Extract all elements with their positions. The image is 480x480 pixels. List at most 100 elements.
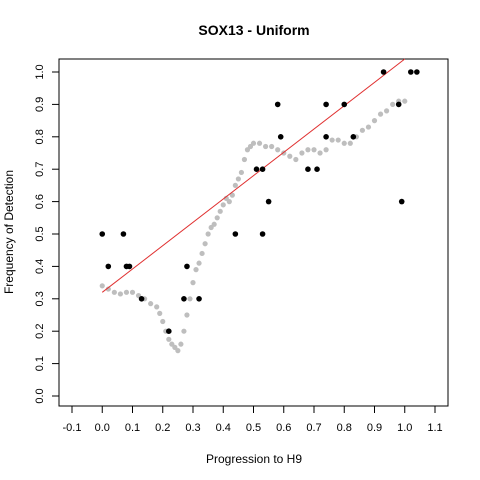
x-tick-label: 0.7: [306, 422, 321, 434]
x-tick-label: 0.0: [95, 422, 110, 434]
smoothed-point: [347, 140, 353, 146]
smoothed-point: [154, 304, 160, 310]
smoothed-point: [317, 150, 323, 156]
y-tick-label: 0.8: [34, 129, 46, 144]
observed-point: [232, 231, 239, 237]
smoothed-point: [184, 312, 190, 318]
smoothed-point: [293, 156, 299, 163]
smoothed-point: [365, 124, 372, 130]
observed-point: [314, 166, 320, 172]
y-tick-label: 0.6: [34, 194, 46, 209]
y-tick-label: 0.7: [34, 162, 46, 177]
smoothed-point: [202, 241, 208, 247]
observed-point: [253, 166, 260, 172]
y-axis-label: Frequency of Detection: [2, 170, 16, 294]
observed-point: [181, 296, 187, 302]
x-axis: -0.1 0.0 0.1 0.2 0.3 0.4 0.5 0.6 0.7 0.8 0.9 1.0 1.1: [63, 406, 443, 434]
smoothed-point: [263, 143, 269, 150]
smoothed-point: [256, 140, 263, 146]
smoothed-point: [193, 267, 199, 273]
observed-point: [196, 296, 202, 302]
smoothed-point: [123, 289, 130, 295]
x-tick-label: 0.1: [125, 422, 140, 434]
smoothed-point: [323, 147, 329, 153]
chart-title: SOX13 - Uniform: [198, 22, 309, 38]
smoothed-point: [335, 137, 341, 143]
observed-point: [259, 231, 266, 237]
smoothed-point: [187, 296, 193, 302]
smoothed-point: [214, 215, 220, 221]
smoothed-point: [232, 182, 238, 188]
fit-line-series: [101, 58, 406, 293]
y-tick-label: 0.0: [34, 388, 46, 403]
smoothed-point: [269, 143, 275, 150]
observed-point: [323, 134, 329, 140]
smoothed-point: [238, 169, 244, 176]
smoothed-point: [241, 156, 248, 163]
smoothed-point: [199, 250, 205, 257]
x-tick-label: 0.6: [276, 422, 291, 434]
smoothed-point: [105, 286, 111, 292]
smoothed-point: [250, 140, 257, 146]
observed-point: [126, 263, 133, 270]
observed-point: [341, 101, 348, 108]
observed-point: [265, 198, 272, 205]
smoothed-point: [220, 202, 226, 208]
smoothed-point: [190, 280, 196, 286]
smoothed-point: [148, 301, 154, 307]
smoothed-point: [287, 153, 293, 159]
smoothed-point: [384, 108, 390, 114]
observed-point: [138, 296, 145, 302]
y-tick-label: 1.0: [34, 64, 46, 79]
observed-point: [184, 263, 190, 270]
x-tick-label: 0.8: [337, 422, 352, 434]
observed-point: [350, 134, 357, 140]
y-tick-label: 0.1: [34, 356, 46, 371]
observed-point: [395, 101, 402, 108]
smoothed-point: [217, 208, 223, 214]
x-tick-label: 0.4: [216, 422, 231, 434]
smoothed-point: [205, 231, 211, 237]
smoothed-point: [211, 221, 217, 227]
observed-point: [259, 166, 266, 172]
x-axis-label: Progression to H9: [206, 452, 302, 466]
fit-line: [101, 58, 406, 293]
smoothed-point: [181, 328, 187, 334]
y-tick-label: 0.9: [34, 97, 46, 112]
observed-point: [414, 69, 420, 75]
smoothed-point: [235, 176, 241, 182]
smoothed-point: [117, 291, 123, 297]
smoothed-series: [99, 98, 408, 354]
x-tick-label: 0.2: [155, 422, 170, 434]
smoothed-point: [299, 150, 305, 156]
smoothed-point: [311, 147, 317, 153]
smoothed-point: [229, 192, 235, 198]
observed-point: [105, 263, 112, 270]
smoothed-point: [175, 348, 181, 354]
smoothed-point: [275, 147, 281, 153]
smoothed-point: [111, 289, 117, 295]
observed-point: [277, 134, 284, 140]
smoothed-point: [226, 199, 232, 205]
smoothed-point: [371, 118, 378, 124]
smoothed-point: [359, 127, 365, 133]
y-tick-label: 0.3: [34, 291, 46, 306]
observed-point: [166, 328, 172, 335]
plot-frame: [58, 58, 449, 407]
smoothed-point: [377, 111, 384, 117]
y-tick-label: 0.5: [34, 226, 46, 241]
y-tick-label: 0.4: [34, 259, 46, 274]
observed-point: [274, 101, 281, 108]
smoothed-point: [129, 289, 136, 295]
x-tick-label: -0.1: [63, 422, 82, 434]
smoothed-point: [196, 260, 202, 266]
observed-point: [99, 231, 106, 237]
x-tick-label: 0.5: [246, 422, 261, 434]
x-tick-label: 0.3: [185, 422, 200, 434]
y-tick-label: 0.2: [34, 324, 46, 339]
observed-point: [398, 198, 405, 205]
x-tick-label: 1.0: [397, 422, 412, 434]
smoothed-point: [305, 147, 311, 153]
smoothed-point: [341, 140, 347, 146]
